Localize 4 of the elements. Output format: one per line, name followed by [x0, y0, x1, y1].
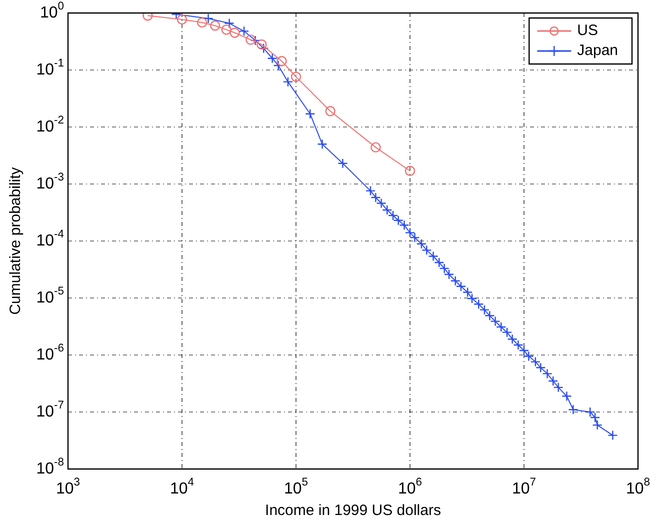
- y-axis-title: Cumulative probability: [7, 166, 24, 315]
- legend-label: US: [577, 22, 598, 40]
- legend-label: Japan: [577, 42, 618, 60]
- x-axis-title: Income in 1999 US dollars: [265, 502, 441, 520]
